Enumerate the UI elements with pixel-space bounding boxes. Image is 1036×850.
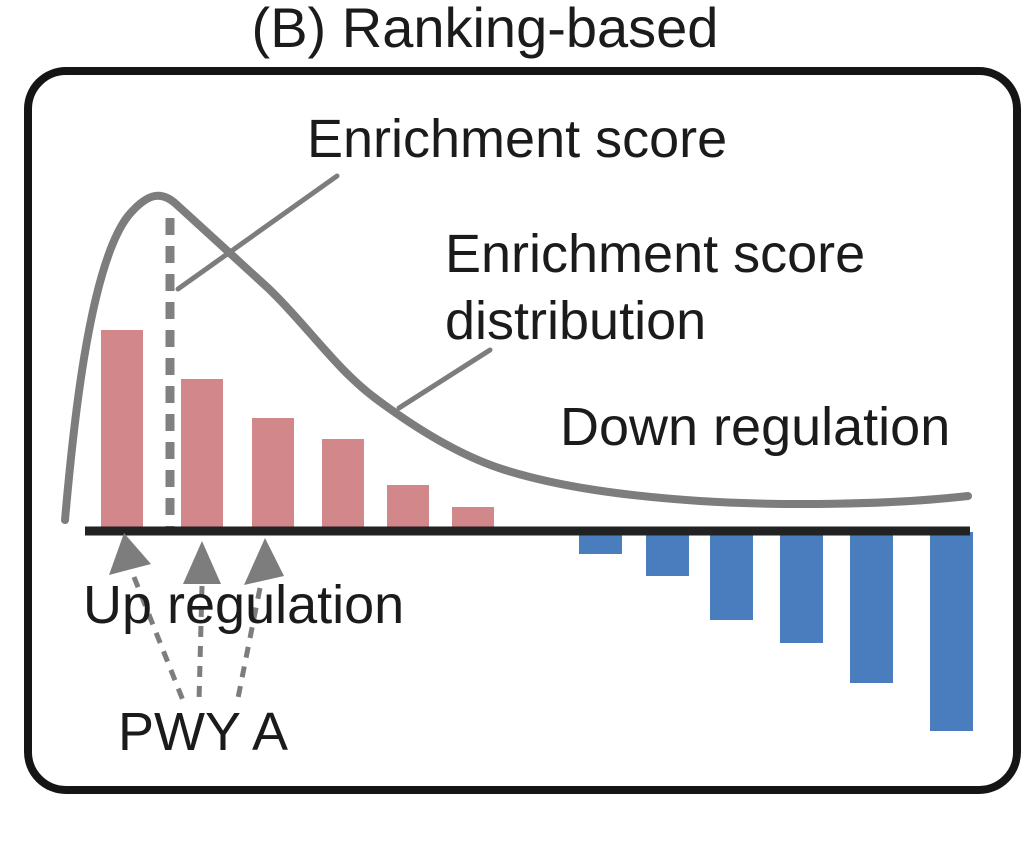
down-regulation-bar	[646, 532, 689, 576]
panel-border	[24, 67, 1021, 794]
figure-title: (B) Ranking-based	[251, 0, 719, 59]
leader-line-enrichment-score	[175, 173, 340, 292]
up-regulation-bar	[322, 439, 364, 530]
pwy-dashed-arrow-line-1	[131, 576, 187, 704]
down-regulation-label: Down regulation	[560, 397, 951, 457]
up-regulation-bar	[387, 485, 429, 530]
enrichment-score-label: Enrichment score	[307, 109, 728, 169]
up-arrowhead-icon	[183, 541, 221, 584]
enrichment-score-distribution-curve	[61, 191, 972, 524]
down-regulation-bars	[579, 532, 973, 731]
up-regulation-label: Up regulation	[83, 575, 405, 635]
up-arrowhead-icon	[109, 533, 151, 575]
up-regulation-bar	[252, 418, 294, 530]
down-regulation-bar	[780, 532, 823, 643]
up-regulation-bars	[101, 330, 494, 530]
enrichment-score-distribution-label: Enrichment score distribution	[445, 224, 866, 351]
up-regulation-bar	[452, 507, 494, 530]
up-regulation-bar	[101, 330, 143, 530]
down-regulation-bar	[579, 532, 622, 554]
down-regulation-bar	[850, 532, 893, 683]
down-regulation-bar	[930, 532, 973, 731]
up-regulation-bar	[181, 379, 223, 530]
up-arrowhead-icon	[244, 538, 284, 585]
down-regulation-bar	[710, 532, 753, 620]
leader-line-distribution	[396, 347, 493, 411]
pathway-label: PWY A	[118, 702, 289, 762]
